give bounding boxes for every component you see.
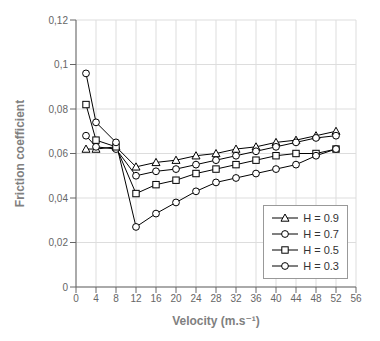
svg-text:0,02: 0,02: [49, 237, 69, 248]
svg-text:Velocity (m.s⁻¹): Velocity (m.s⁻¹): [172, 314, 260, 328]
svg-text:56: 56: [350, 293, 362, 304]
svg-text:0,12: 0,12: [49, 15, 69, 26]
svg-text:0,1: 0,1: [54, 59, 68, 70]
svg-text:28: 28: [210, 293, 222, 304]
svg-text:0,06: 0,06: [49, 148, 69, 159]
svg-text:40: 40: [270, 293, 282, 304]
svg-text:20: 20: [170, 293, 182, 304]
svg-text:4: 4: [93, 293, 99, 304]
svg-text:32: 32: [230, 293, 242, 304]
svg-text:0,08: 0,08: [49, 104, 69, 115]
html-text:H = 0.9: H = 0.9: [303, 212, 339, 224]
svg-text:48: 48: [310, 293, 322, 304]
svg-text:0,04: 0,04: [49, 193, 69, 204]
svg-text:16: 16: [150, 293, 162, 304]
svg-text:0: 0: [62, 282, 68, 293]
svg-text:0: 0: [73, 293, 79, 304]
svg-text:24: 24: [190, 293, 202, 304]
svg-text:8: 8: [113, 293, 119, 304]
svg-text:36: 36: [250, 293, 262, 304]
svg-text:12: 12: [130, 293, 142, 304]
html-text:H = 0.7: H = 0.7: [303, 228, 339, 240]
svg-text:44: 44: [290, 293, 302, 304]
html-text:H = 0.5: H = 0.5: [303, 244, 339, 256]
html-text:H = 0.3: H = 0.3: [303, 260, 339, 272]
svg-text:Friction coefficient: Friction coefficient: [13, 100, 27, 207]
svg-text:52: 52: [330, 293, 342, 304]
